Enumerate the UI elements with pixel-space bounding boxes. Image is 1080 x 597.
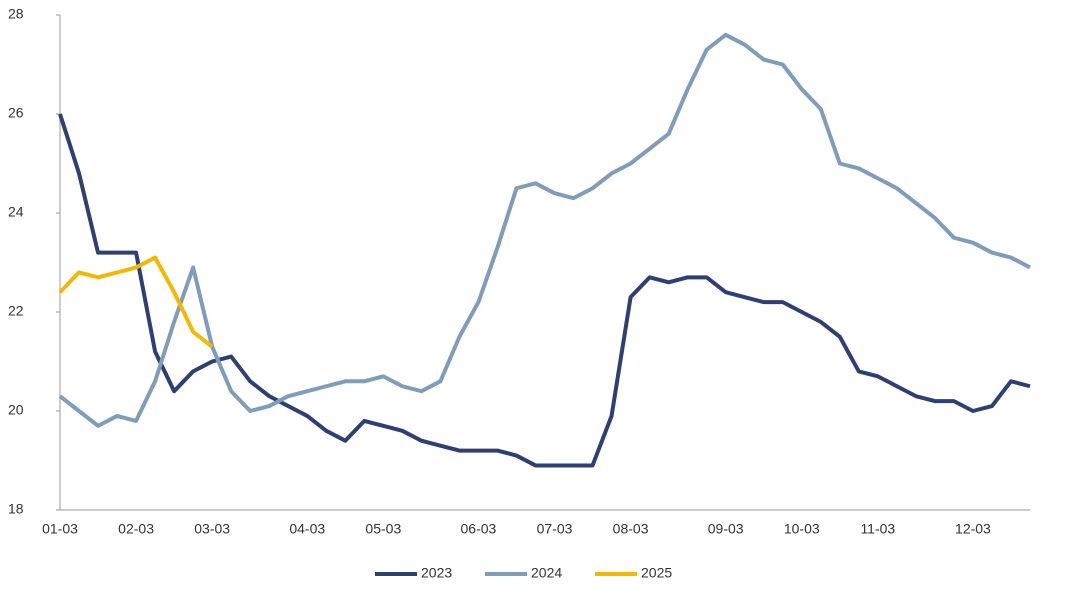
x-tick-label: 01-03 <box>42 521 78 537</box>
legend-label: 2023 <box>421 565 452 581</box>
y-tick-label: 20 <box>8 402 24 418</box>
x-tick-label: 05-03 <box>365 521 401 537</box>
x-tick-label: 03-03 <box>194 521 230 537</box>
x-tick-label: 12-03 <box>955 521 991 537</box>
y-tick-label: 28 <box>8 6 24 22</box>
x-tick-label: 07-03 <box>537 521 573 537</box>
legend-label: 2025 <box>641 565 672 581</box>
x-tick-label: 11-03 <box>860 521 895 537</box>
x-tick-label: 04-03 <box>289 521 325 537</box>
y-tick-label: 26 <box>8 105 24 121</box>
y-tick-label: 24 <box>8 204 24 220</box>
y-tick-label: 18 <box>8 501 24 517</box>
x-tick-label: 09-03 <box>708 521 744 537</box>
y-tick-label: 22 <box>8 303 24 319</box>
series-line <box>58 255 214 349</box>
series-line <box>58 32 1031 428</box>
x-tick-label: 06-03 <box>461 521 497 537</box>
x-tick-label: 08-03 <box>613 521 649 537</box>
series-line <box>58 113 1031 468</box>
x-tick-label: 02-03 <box>118 521 154 537</box>
legend-label: 2024 <box>531 565 562 581</box>
x-tick-label: 10-03 <box>784 521 820 537</box>
